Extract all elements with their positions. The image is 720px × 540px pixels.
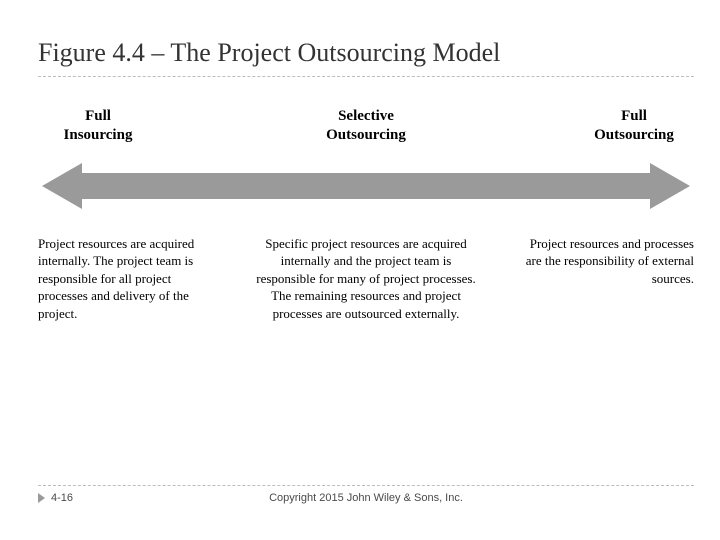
slide-footer: 4-16 Copyright 2015 John Wiley & Sons, I… xyxy=(38,485,694,504)
continuum-descriptions: Project resources are acquired internall… xyxy=(38,235,694,323)
arrow-head-left-icon xyxy=(42,163,82,209)
figure-title: Figure 4.4 – The Project Outsourcing Mod… xyxy=(0,0,720,76)
outsourcing-continuum: Full Insourcing Selective Outsourcing Fu… xyxy=(38,107,694,322)
desc-full-outsourcing: Project resources and processes are the … xyxy=(524,235,694,288)
desc-selective-outsourcing: Specific project resources are acquired … xyxy=(256,235,476,323)
footer-divider xyxy=(38,485,694,486)
page-number: 4-16 xyxy=(51,492,73,504)
label-full-outsourcing: Full Outsourcing xyxy=(574,107,694,145)
continuum-arrow xyxy=(42,163,690,209)
title-divider xyxy=(38,76,694,77)
footer-marker-icon xyxy=(38,493,45,503)
label-full-insourcing: Full Insourcing xyxy=(38,107,158,145)
continuum-labels: Full Insourcing Selective Outsourcing Fu… xyxy=(38,107,694,145)
arrow-head-right-icon xyxy=(650,163,690,209)
desc-full-insourcing: Project resources are acquired internall… xyxy=(38,235,208,323)
arrow-bar xyxy=(80,173,652,199)
label-selective-outsourcing: Selective Outsourcing xyxy=(266,107,466,145)
copyright-text: Copyright 2015 John Wiley & Sons, Inc. xyxy=(269,492,463,504)
footer-row: 4-16 Copyright 2015 John Wiley & Sons, I… xyxy=(38,492,694,504)
